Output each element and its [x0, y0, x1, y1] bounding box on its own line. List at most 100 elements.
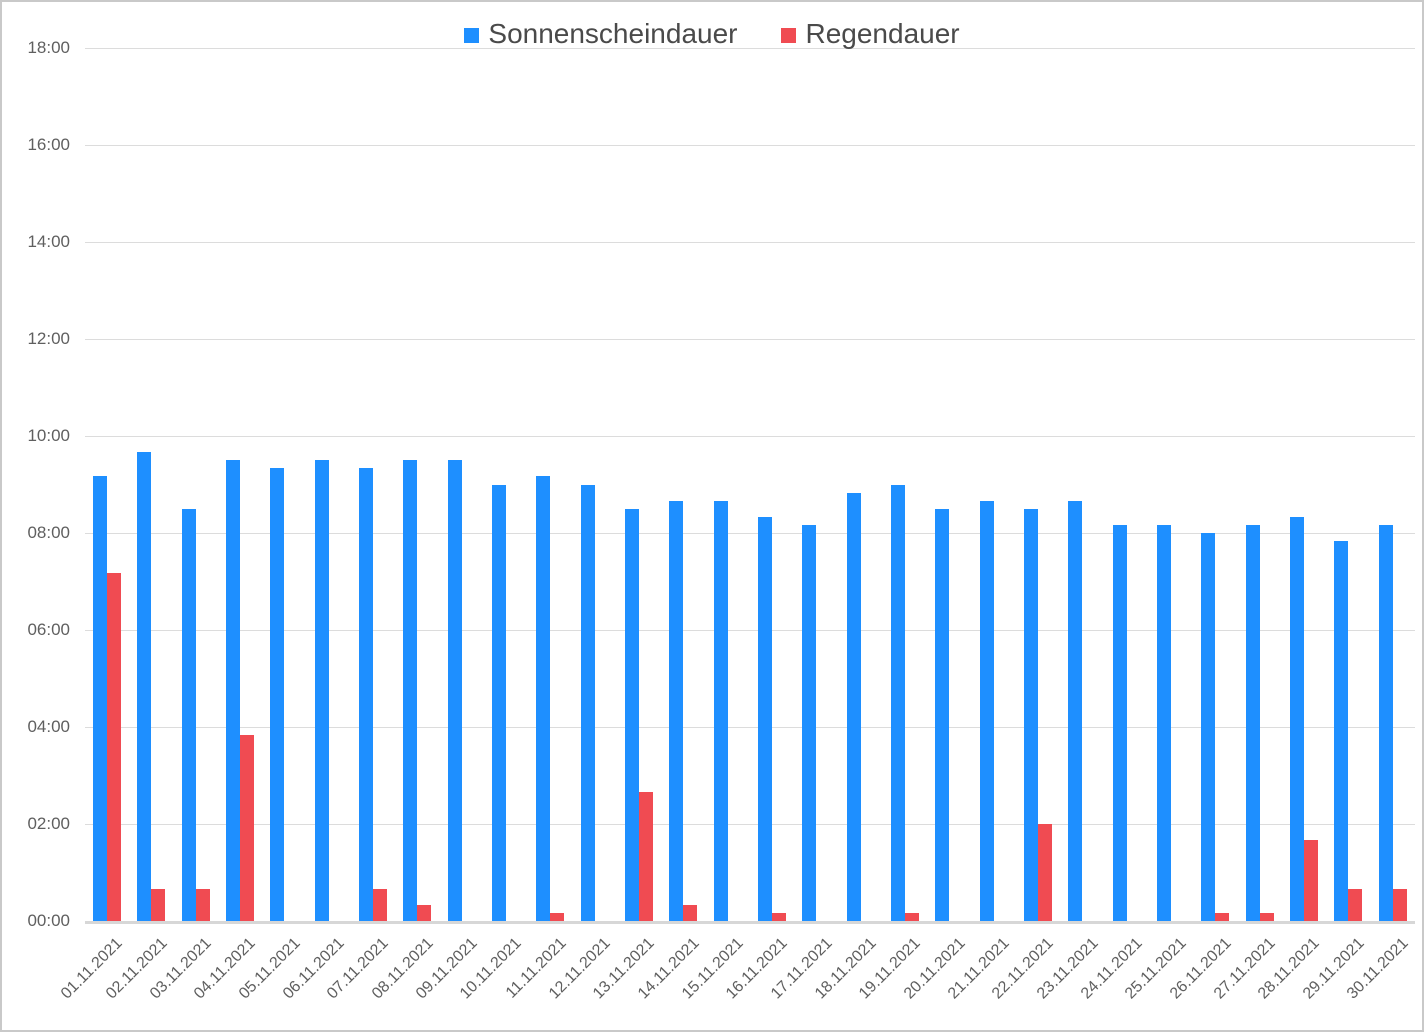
bar-sonnenschein-26.11.2021	[1201, 533, 1216, 921]
bar-sonnenschein-22.11.2021	[1024, 508, 1039, 921]
bar-sonnenschein-24.11.2021	[1112, 524, 1127, 921]
bar-group-18.11.2021	[839, 48, 883, 921]
gridline	[85, 630, 1415, 631]
bar-sonnenschein-08.11.2021	[403, 460, 418, 921]
bar-sonnenschein-09.11.2021	[447, 460, 462, 921]
bar-group-22.11.2021	[1016, 48, 1060, 921]
legend-item-sonnenscheindauer: Sonnenscheindauer	[464, 18, 737, 50]
bar-group-06.11.2021	[307, 48, 351, 921]
bar-group-03.11.2021	[174, 48, 218, 921]
bar-group-13.11.2021	[617, 48, 661, 921]
y-tick-label: 18:00	[27, 38, 70, 57]
bar-group-23.11.2021	[1060, 48, 1104, 921]
bar-sonnenschein-15.11.2021	[713, 500, 728, 921]
legend-label-sonnenscheindauer: Sonnenscheindauer	[488, 18, 738, 49]
bar-sonnenschein-30.11.2021	[1378, 524, 1393, 921]
bar-regen-16.11.2021	[772, 912, 787, 921]
bar-group-20.11.2021	[927, 48, 971, 921]
bar-regen-26.11.2021	[1215, 912, 1230, 921]
bar-group-24.11.2021	[1105, 48, 1149, 921]
legend-label-regendauer: Regendauer	[805, 18, 960, 49]
bar-group-29.11.2021	[1326, 48, 1370, 921]
gridline	[85, 145, 1415, 146]
bar-sonnenschein-04.11.2021	[226, 460, 241, 921]
bar-regen-08.11.2021	[417, 904, 432, 921]
bar-group-30.11.2021	[1371, 48, 1415, 921]
bar-sonnenschein-02.11.2021	[137, 452, 152, 921]
bar-sonnenschein-10.11.2021	[492, 484, 507, 921]
legend-swatch-regendauer	[781, 28, 797, 43]
bar-group-25.11.2021	[1149, 48, 1193, 921]
gridline	[85, 727, 1415, 728]
bar-regen-30.11.2021	[1392, 888, 1407, 921]
bar-group-08.11.2021	[395, 48, 439, 921]
y-tick-label: 04:00	[27, 717, 70, 736]
y-tick-label: 02:00	[27, 814, 70, 833]
bar-regen-11.11.2021	[550, 912, 565, 921]
gridline	[85, 533, 1415, 534]
bar-group-12.11.2021	[573, 48, 617, 921]
bar-sonnenschein-29.11.2021	[1334, 541, 1349, 921]
y-tick-label: 08:00	[27, 523, 70, 542]
bar-regen-02.11.2021	[151, 888, 166, 921]
bar-sonnenschein-12.11.2021	[580, 484, 595, 921]
bar-regen-29.11.2021	[1348, 888, 1363, 921]
bar-sonnenschein-14.11.2021	[669, 500, 684, 921]
bar-regen-22.11.2021	[1038, 824, 1053, 921]
bar-sonnenschein-19.11.2021	[891, 484, 906, 921]
bar-group-10.11.2021	[484, 48, 528, 921]
legend: Sonnenscheindauer Regendauer	[2, 18, 1422, 50]
gridline	[85, 242, 1415, 243]
y-tick-label: 00:00	[27, 911, 70, 930]
bar-group-28.11.2021	[1282, 48, 1326, 921]
y-tick-label: 16:00	[27, 135, 70, 154]
bar-sonnenschein-16.11.2021	[758, 516, 773, 921]
bar-group-07.11.2021	[351, 48, 395, 921]
bar-regen-07.11.2021	[373, 888, 388, 921]
bar-regen-01.11.2021	[107, 573, 122, 921]
bar-regen-27.11.2021	[1259, 912, 1274, 921]
bar-group-17.11.2021	[794, 48, 838, 921]
bar-regen-13.11.2021	[639, 791, 654, 921]
gridline	[85, 48, 1415, 49]
bar-regen-19.11.2021	[905, 912, 920, 921]
bar-regen-03.11.2021	[195, 888, 210, 921]
bar-sonnenschein-18.11.2021	[846, 492, 861, 921]
bar-sonnenschein-01.11.2021	[93, 476, 108, 921]
bar-sonnenschein-25.11.2021	[1157, 524, 1172, 921]
bar-sonnenschein-28.11.2021	[1290, 516, 1305, 921]
bar-sonnenschein-06.11.2021	[314, 460, 329, 921]
bar-sonnenschein-05.11.2021	[270, 468, 285, 921]
bar-group-26.11.2021	[1193, 48, 1237, 921]
bar-sonnenschein-11.11.2021	[536, 476, 551, 921]
bar-group-01.11.2021	[85, 48, 129, 921]
bar-group-21.11.2021	[972, 48, 1016, 921]
gridline	[85, 824, 1415, 825]
bar-sonnenschein-27.11.2021	[1245, 524, 1260, 921]
gridline	[85, 436, 1415, 437]
bar-group-19.11.2021	[883, 48, 927, 921]
gridline	[85, 339, 1415, 340]
bar-sonnenschein-03.11.2021	[181, 508, 196, 921]
y-tick-label: 10:00	[27, 426, 70, 445]
bar-group-09.11.2021	[440, 48, 484, 921]
bar-regen-14.11.2021	[683, 904, 698, 921]
x-axis-line	[85, 921, 1415, 924]
bar-sonnenschein-17.11.2021	[802, 524, 817, 921]
bar-sonnenschein-07.11.2021	[359, 468, 374, 921]
legend-item-regendauer: Regendauer	[781, 18, 960, 50]
bar-group-16.11.2021	[750, 48, 794, 921]
bar-group-15.11.2021	[706, 48, 750, 921]
bar-group-14.11.2021	[661, 48, 705, 921]
bar-sonnenschein-23.11.2021	[1068, 500, 1083, 921]
bar-regen-28.11.2021	[1304, 840, 1319, 921]
bar-regen-04.11.2021	[240, 735, 255, 921]
bar-sonnenschein-21.11.2021	[979, 500, 994, 921]
plot-area	[85, 48, 1415, 924]
bar-group-05.11.2021	[262, 48, 306, 921]
y-tick-label: 12:00	[27, 329, 70, 348]
bar-group-04.11.2021	[218, 48, 262, 921]
bar-group-02.11.2021	[129, 48, 173, 921]
bar-sonnenschein-13.11.2021	[625, 508, 640, 921]
